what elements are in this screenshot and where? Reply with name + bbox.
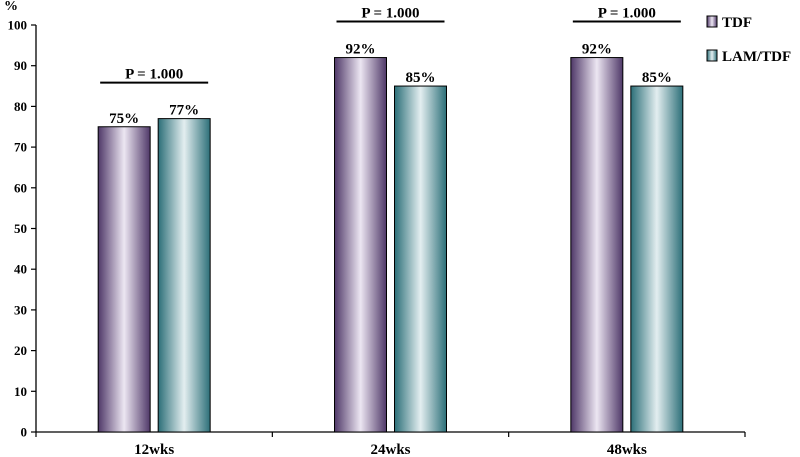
p-value-label: P = 1.000 (598, 6, 656, 22)
y-tick-label: 50 (14, 221, 27, 236)
bar-tdf-24wks (334, 57, 387, 433)
y-tick-label: 70 (14, 140, 27, 155)
y-tick-label: 30 (14, 302, 27, 317)
legend-swatch (706, 15, 718, 28)
bar-value-label: 85% (642, 70, 672, 86)
bar-value-label: 92% (582, 42, 612, 58)
p-value-label: P = 1.000 (125, 67, 183, 83)
y-tick-label: 90 (14, 58, 27, 73)
bar-tdf-12wks (97, 126, 151, 433)
bar-lam-tdf-12wks (157, 118, 211, 433)
bar-tdf-48wks (570, 57, 624, 433)
bar-lam-tdf-48wks (630, 85, 684, 433)
x-category-label: 24wks (370, 442, 410, 457)
bars-group: 75% 77% 92% 85% 92% 85% (97, 42, 684, 433)
y-tick-label: 40 (14, 262, 27, 277)
y-tick-label: 80 (14, 99, 27, 114)
legend-label: LAM/TDF (722, 49, 791, 65)
y-unit-label: % (4, 0, 18, 14)
y-tick-label: 60 (14, 180, 27, 195)
p-value-annotations: P = 1.000 P = 1.000 P = 1.000 (100, 6, 681, 84)
bar-value-label: 75% (109, 111, 139, 127)
x-category-label: 12wks (134, 442, 174, 457)
y-tick-label: 20 (14, 343, 27, 358)
legend-label: TDF (722, 15, 752, 31)
x-category-label: 48wks (607, 442, 647, 457)
legend-swatch (706, 49, 718, 62)
bar-lam-tdf-24wks (394, 85, 447, 433)
bar-value-label: 77% (169, 103, 199, 119)
bar-value-label: 92% (346, 42, 376, 58)
x-axis: 12wks 24wks 48wks (35, 431, 746, 457)
y-tick-label: 100 (8, 18, 28, 33)
y-axis: 0 10 20 30 40 50 60 70 80 90 100 (8, 18, 37, 440)
y-tick-label: 0 (21, 425, 28, 440)
bar-value-label: 85% (406, 70, 436, 86)
y-tick-label: 10 (14, 384, 27, 399)
legend: TDF LAM/TDF (706, 15, 791, 65)
p-value-label: P = 1.000 (361, 6, 419, 22)
